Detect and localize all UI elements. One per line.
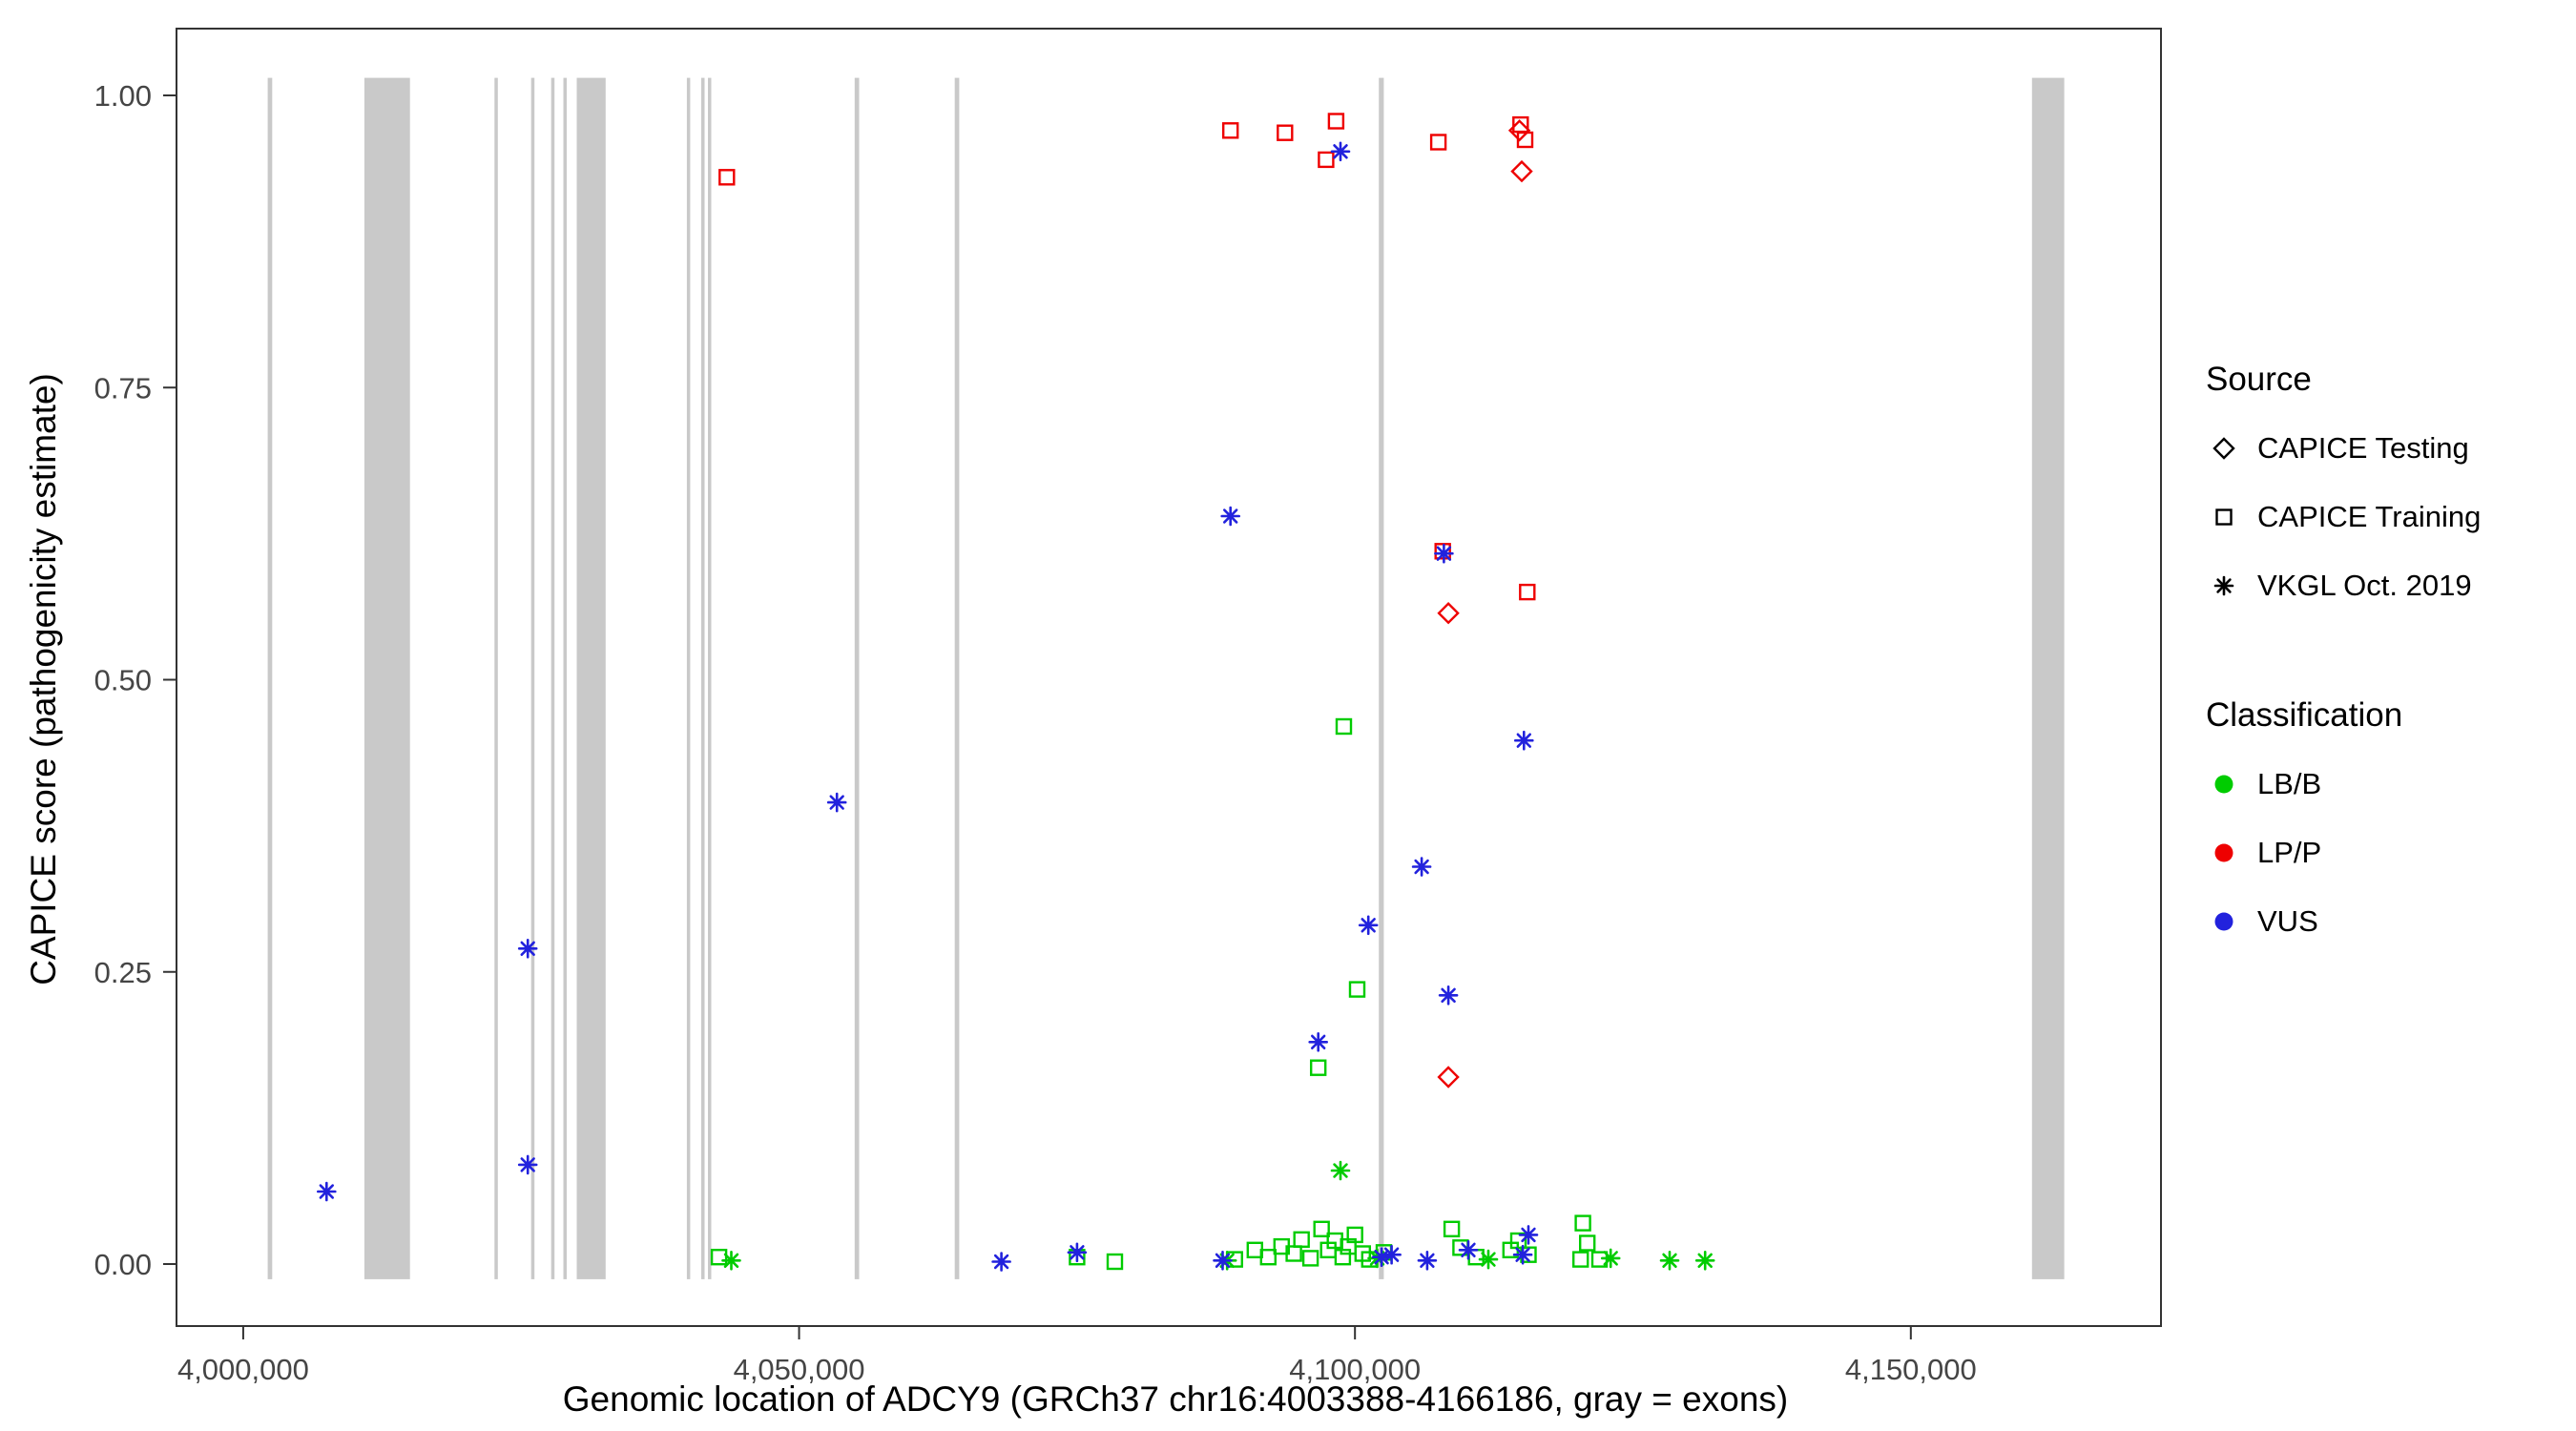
x-tick-label: 4,100,000	[1289, 1353, 1421, 1386]
legend-item-capice-training: CAPICE Training	[2206, 483, 2481, 551]
legend: Source CAPICE Testing CAPICE Training VKGL…	[2206, 361, 2481, 1032]
y-tick-label: 0.75	[94, 371, 152, 404]
x-axis-title: Genomic location of ADCY9 (GRCh37 chr16:…	[562, 1379, 1789, 1419]
exon-band	[1379, 77, 1384, 1279]
exon-band	[701, 77, 705, 1279]
exon-band	[530, 77, 535, 1279]
series-capice-testing-lp-p	[1437, 119, 1533, 1089]
exon-band	[576, 77, 606, 1279]
y-axis-title: CAPICE score (pathogenicity estimate)	[24, 373, 63, 985]
panel-border	[176, 28, 2162, 1327]
circle-icon	[2214, 775, 2233, 794]
legend-item-vkgl-oct-2019: VKGL Oct. 2019	[2206, 551, 2481, 620]
exon-band	[708, 77, 712, 1279]
series-capice-training-lp-p	[718, 113, 1536, 601]
axis-ticks: 4,000,000 4,050,000 4,100,000 4,150,000 0.00…	[94, 79, 1977, 1386]
series-vkgl-oct-2019-vus	[317, 141, 1539, 1272]
legend-item-label: VKGL Oct. 2019	[2257, 569, 2472, 602]
exon-band	[267, 77, 273, 1279]
legend-item-lb-b: LB/B	[2206, 750, 2481, 819]
y-tick-label: 0.00	[94, 1248, 152, 1281]
legend-item-capice-testing: CAPICE Testing	[2206, 414, 2481, 483]
diamond-icon	[2212, 437, 2235, 460]
legend-classification-items: LB/B LP/P VUS	[2206, 750, 2481, 956]
legend-source-items: CAPICE Testing CAPICE Training VKGL Oct. 2…	[2206, 414, 2481, 620]
x-tick-label: 4,000,000	[177, 1353, 309, 1386]
y-tick-label: 1.00	[94, 79, 152, 113]
y-tick-label: 0.25	[94, 956, 152, 989]
legend-item-label: LP/P	[2257, 836, 2322, 869]
x-tick-label: 4,050,000	[734, 1353, 865, 1386]
legend-classification-title: Classification	[2206, 696, 2403, 734]
legend-item-vus: VUS	[2206, 887, 2481, 956]
exon-bands	[267, 77, 2065, 1279]
legend-item-label: VUS	[2257, 904, 2318, 938]
legend-item-label: CAPICE Testing	[2257, 431, 2469, 465]
exon-band	[686, 77, 691, 1279]
asterisk-icon	[2213, 575, 2234, 596]
y-tick-label: 0.50	[94, 664, 152, 697]
circle-icon	[2214, 912, 2233, 931]
exon-band	[954, 77, 960, 1279]
legend-source-title: Source	[2206, 361, 2312, 398]
exon-band	[563, 77, 567, 1279]
exon-band	[364, 77, 410, 1279]
legend-item-lp-p: LP/P	[2206, 819, 2481, 887]
exon-band	[551, 77, 555, 1279]
legend-classification-group: Classification LB/B LP/P VUS	[2206, 696, 2481, 956]
legend-item-label: LB/B	[2257, 767, 2322, 800]
legend-source-group: Source CAPICE Testing CAPICE Training VKGL…	[2206, 361, 2481, 620]
square-icon	[2215, 508, 2233, 526]
exon-band	[494, 77, 498, 1279]
panel-background	[177, 29, 2161, 1326]
exon-band	[854, 77, 860, 1279]
exon-band	[2031, 77, 2065, 1279]
legend-item-label: CAPICE Training	[2257, 500, 2482, 533]
circle-icon	[2214, 843, 2233, 862]
x-tick-label: 4,150,000	[1845, 1353, 1977, 1386]
